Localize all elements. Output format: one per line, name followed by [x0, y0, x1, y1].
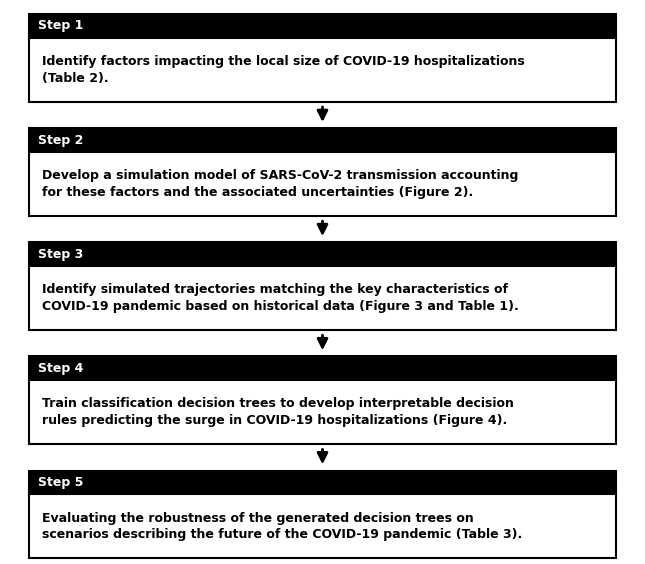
Text: Develop a simulation model of SARS-CoV-2 transmission accounting
for these facto: Develop a simulation model of SARS-CoV-2…	[42, 169, 519, 199]
Bar	[29, 494, 616, 558]
Bar	[29, 380, 616, 444]
Text: Train classification decision trees to develop interpretable decision
rules pred: Train classification decision trees to d…	[42, 398, 514, 427]
Bar	[29, 152, 616, 216]
Bar	[29, 38, 616, 102]
Text: Step 2: Step 2	[38, 134, 83, 147]
Bar	[29, 266, 616, 330]
Text: Evaluating the robustness of the generated decision trees on
scenarios describin: Evaluating the robustness of the generat…	[42, 512, 522, 541]
Text: Identify factors impacting the local size of COVID-19 hospitalizations
(Table 2): Identify factors impacting the local siz…	[42, 55, 524, 85]
Bar	[29, 243, 616, 266]
Text: Step 4: Step 4	[38, 362, 83, 375]
Bar	[29, 14, 616, 38]
Text: Identify simulated trajectories matching the key characteristics of
COVID-19 pan: Identify simulated trajectories matching…	[42, 283, 519, 313]
Bar	[29, 470, 616, 494]
Bar	[29, 356, 616, 380]
Text: Step 3: Step 3	[38, 248, 83, 261]
Text: Step 1: Step 1	[38, 19, 83, 33]
Bar	[29, 128, 616, 152]
Text: Step 5: Step 5	[38, 476, 83, 489]
